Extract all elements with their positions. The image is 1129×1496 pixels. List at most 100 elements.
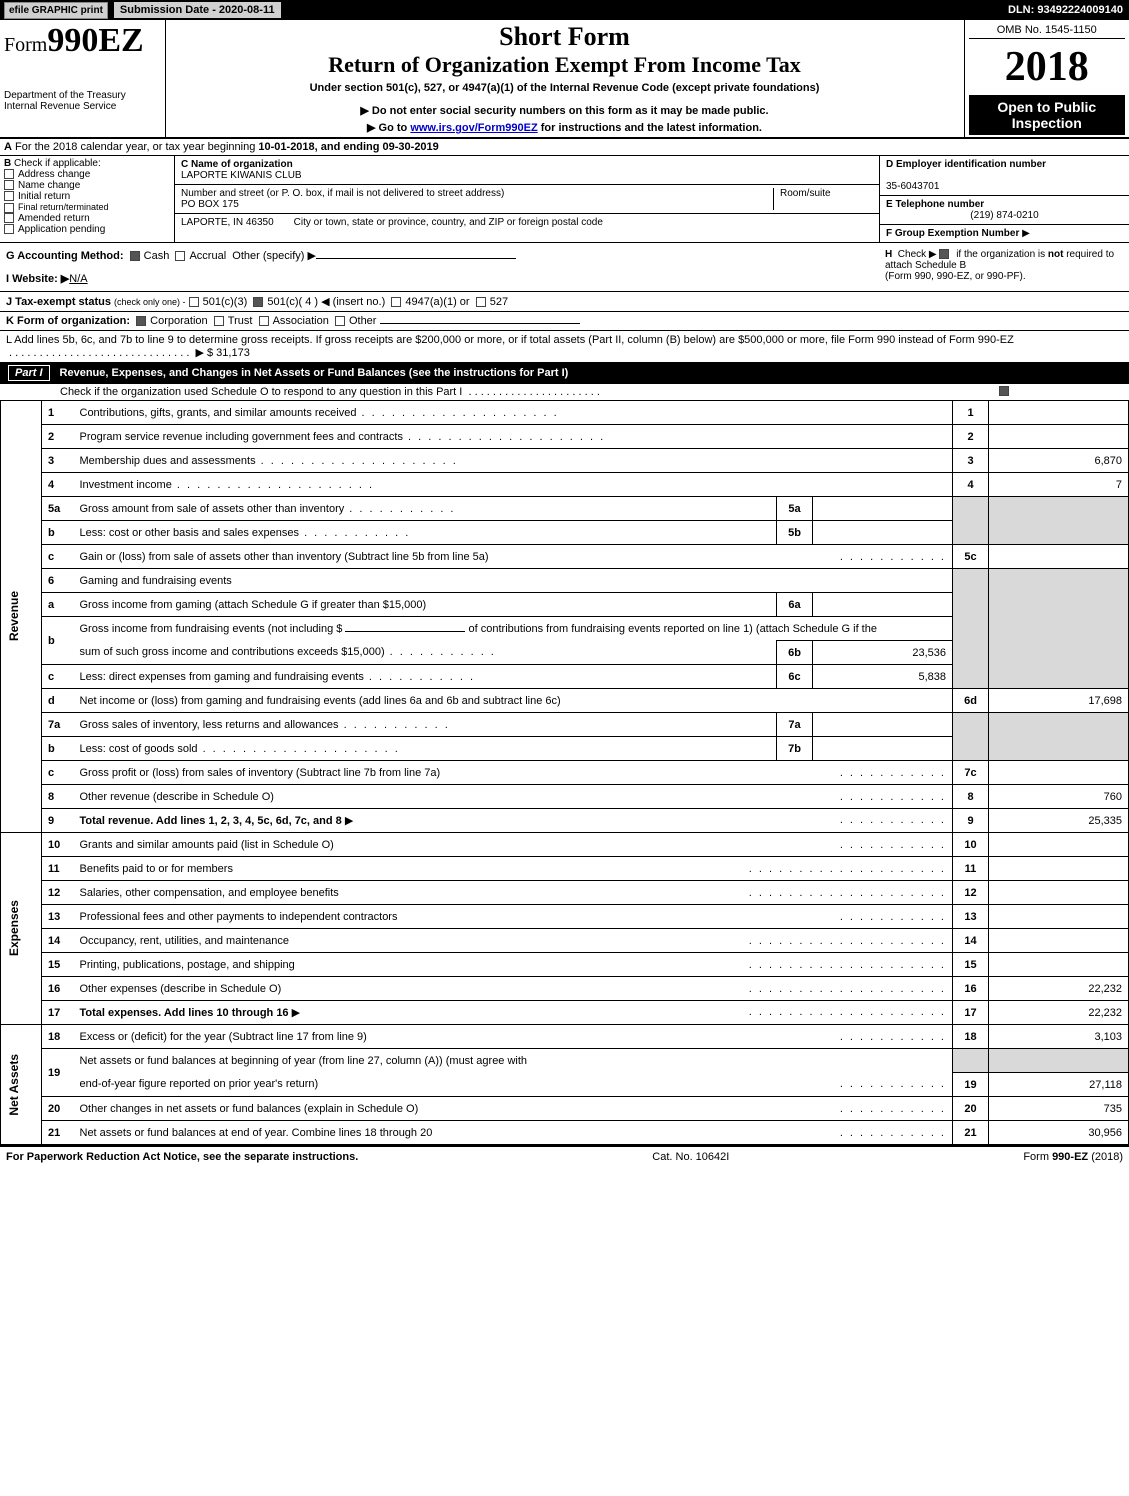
chk-h[interactable] bbox=[939, 249, 949, 259]
shaded-19 bbox=[953, 1049, 989, 1073]
k-label: K Form of organization: bbox=[6, 315, 130, 327]
line-21-num: 21 bbox=[42, 1121, 74, 1145]
chk-trust[interactable] bbox=[214, 316, 224, 326]
street-label: Number and street (or P. O. box, if mail… bbox=[181, 188, 504, 199]
line-7b-mn: 7b bbox=[777, 737, 813, 761]
line-6c-num: c bbox=[42, 665, 74, 689]
line-4-desc: Investment income bbox=[80, 479, 172, 491]
line-11-desc: Benefits paid to or for members bbox=[80, 863, 233, 875]
line-6b-blank[interactable] bbox=[345, 631, 465, 632]
lbl-amended-return: Amended return bbox=[18, 213, 90, 224]
line-8-desc: Other revenue (describe in Schedule O) bbox=[80, 791, 274, 803]
chk-amended-return[interactable] bbox=[4, 213, 14, 223]
chk-527[interactable] bbox=[476, 297, 486, 307]
other-specify-input[interactable] bbox=[316, 258, 516, 259]
line-8-rv: 760 bbox=[989, 785, 1129, 809]
line-15-rv bbox=[989, 953, 1129, 977]
lbl-address-change: Address change bbox=[18, 169, 90, 180]
line-20-num: 20 bbox=[42, 1097, 74, 1121]
line-19-rv: 27,118 bbox=[989, 1073, 1129, 1097]
line-1-rn: 1 bbox=[953, 401, 989, 425]
chk-association[interactable] bbox=[259, 316, 269, 326]
line-6c-desc: Less: direct expenses from gaming and fu… bbox=[80, 671, 364, 683]
line-13-num: 13 bbox=[42, 905, 74, 929]
line-20-rn: 20 bbox=[953, 1097, 989, 1121]
col-b-checkif: Check if applicable: bbox=[14, 158, 101, 169]
line-1-rv bbox=[989, 401, 1129, 425]
h-text-3: (Form 990, 990-EZ, or 990-PF). bbox=[885, 271, 1026, 282]
line-7c-rn: 7c bbox=[953, 761, 989, 785]
chk-initial-return[interactable] bbox=[4, 191, 14, 201]
tax-year: 2018 bbox=[969, 39, 1126, 95]
chk-501c[interactable] bbox=[253, 297, 263, 307]
chk-address-change[interactable] bbox=[4, 169, 14, 179]
omb-number: OMB No. 1545-1150 bbox=[969, 22, 1126, 39]
line-20-rv: 735 bbox=[989, 1097, 1129, 1121]
part-1-grid: Revenue 1 Contributions, gifts, grants, … bbox=[0, 400, 1129, 1145]
line-11-rn: 11 bbox=[953, 857, 989, 881]
line-3-rv: 6,870 bbox=[989, 449, 1129, 473]
irs-link[interactable]: www.irs.gov/Form990EZ bbox=[410, 122, 537, 134]
lbl-501c3: 501(c)(3) bbox=[203, 296, 248, 308]
chk-accrual[interactable] bbox=[175, 251, 185, 261]
line-7c-desc: Gross profit or (loss) from sales of inv… bbox=[80, 767, 441, 779]
chk-4947[interactable] bbox=[391, 297, 401, 307]
city-label: City or town, state or province, country… bbox=[294, 217, 603, 228]
line-7a-num: 7a bbox=[42, 713, 74, 737]
chk-name-change[interactable] bbox=[4, 180, 14, 190]
line-5a-mn: 5a bbox=[777, 497, 813, 521]
line-9-rv: 25,335 bbox=[989, 809, 1129, 833]
line-16-rn: 16 bbox=[953, 977, 989, 1001]
line-5c-rn: 5c bbox=[953, 545, 989, 569]
part-1-header: Part I Revenue, Expenses, and Changes in… bbox=[0, 362, 1129, 384]
part-1-label: Part I bbox=[8, 365, 50, 381]
line-6d-rn: 6d bbox=[953, 689, 989, 713]
lbl-application-pending: Application pending bbox=[18, 224, 105, 235]
chk-501c3[interactable] bbox=[189, 297, 199, 307]
go-to-line: ▶ Go to www.irs.gov/Form990EZ for instru… bbox=[170, 121, 960, 134]
part-1-check-line: Check if the organization used Schedule … bbox=[0, 384, 1129, 400]
f-arrow: ▶ bbox=[1022, 228, 1030, 239]
row-l: L Add lines 5b, 6c, and 7b to line 9 to … bbox=[0, 330, 1129, 362]
line-18-desc: Excess or (deficit) for the year (Subtra… bbox=[80, 1031, 367, 1043]
line-1-desc: Contributions, gifts, grants, and simila… bbox=[80, 407, 357, 419]
line-19-num: 19 bbox=[42, 1049, 74, 1097]
line-7b-desc: Less: cost of goods sold bbox=[80, 743, 198, 755]
col-b: B Check if applicable: Address change Na… bbox=[0, 156, 175, 242]
side-expenses: Expenses bbox=[7, 900, 21, 956]
line-6d-num: d bbox=[42, 689, 74, 713]
department: Department of the Treasury bbox=[4, 90, 161, 101]
chk-corporation[interactable] bbox=[136, 316, 146, 326]
line-19-rn: 19 bbox=[953, 1073, 989, 1097]
city-value: LAPORTE, IN 46350 bbox=[181, 217, 274, 228]
other-org-input[interactable] bbox=[380, 323, 580, 324]
line-15-num: 15 bbox=[42, 953, 74, 977]
line-12-num: 12 bbox=[42, 881, 74, 905]
chk-cash[interactable] bbox=[130, 251, 140, 261]
line-13-rv bbox=[989, 905, 1129, 929]
line-6-num: 6 bbox=[42, 569, 74, 593]
line-5a-num: 5a bbox=[42, 497, 74, 521]
form-number: Form990EZ bbox=[4, 22, 161, 60]
dln: DLN: 93492224009140 bbox=[1008, 4, 1129, 16]
line-14-rn: 14 bbox=[953, 929, 989, 953]
row-a-begin: 10-01-2018 bbox=[258, 141, 314, 153]
line-2-desc: Program service revenue including govern… bbox=[80, 431, 403, 443]
h-not: not bbox=[1048, 249, 1064, 260]
line-6d-desc: Net income or (loss) from gaming and fun… bbox=[80, 695, 561, 707]
chk-other-org[interactable] bbox=[335, 316, 345, 326]
line-17-rv: 22,232 bbox=[989, 1001, 1129, 1025]
line-6b-num: b bbox=[42, 617, 74, 665]
d-ein-label: D Employer identification number bbox=[886, 159, 1046, 170]
chk-application-pending[interactable] bbox=[4, 224, 14, 234]
chk-final-return[interactable] bbox=[4, 203, 14, 213]
efile-print-button[interactable]: efile GRAPHIC print bbox=[4, 2, 108, 19]
chk-schedule-o[interactable] bbox=[999, 386, 1009, 396]
row-a-end: 09-30-2019 bbox=[383, 141, 439, 153]
line-6b-desc3: sum of such gross income and contributio… bbox=[80, 646, 385, 658]
form-number-big: 990EZ bbox=[47, 22, 143, 59]
line-6b-desc2: of contributions from fundraising events… bbox=[465, 623, 877, 635]
line-10-rn: 10 bbox=[953, 833, 989, 857]
line-6b-mv: 23,536 bbox=[813, 641, 953, 665]
lbl-other-specify: Other (specify) ▶ bbox=[232, 250, 316, 262]
